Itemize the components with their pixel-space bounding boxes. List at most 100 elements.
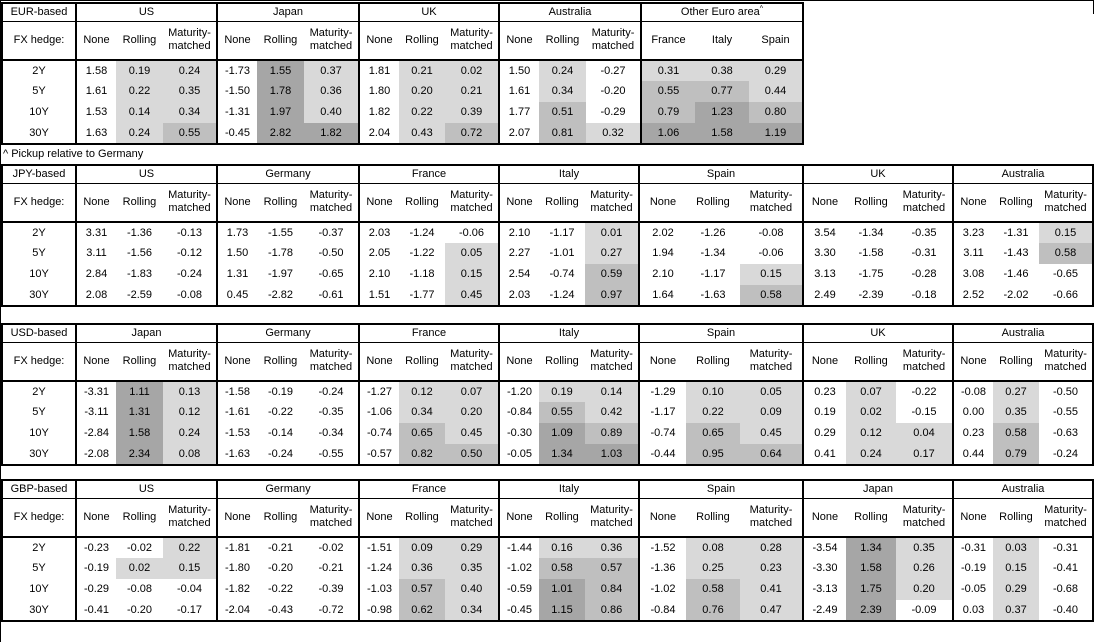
column-header: Rolling (539, 183, 585, 223)
column-header: None (216, 342, 257, 382)
value-cell: -1.78 (267, 247, 294, 259)
value-cell: -0.31 (952, 537, 993, 558)
tenor-label: 10Y (29, 427, 49, 439)
value-cell: -0.50 (1052, 385, 1079, 398)
value-cell: -0.14 (267, 427, 294, 439)
table-row: 10Y 1.53 0.14 0.34 -1.31 1.97 0.40 1.82 0.22 0.39… (2, 102, 803, 123)
value-cell: 0.97 (585, 285, 639, 306)
value-cell: -0.08 (126, 583, 153, 595)
column-header: None (802, 498, 846, 538)
group-header: Australia (952, 324, 1093, 343)
fx-hedge-label: FX hedge: (2, 183, 76, 223)
value-cell: -1.27 (358, 381, 399, 402)
value-cell: 0.82 (399, 444, 445, 465)
value-cell: 2.05 (358, 243, 399, 264)
column-header: None (498, 21, 539, 61)
value-cell: 2.10 (358, 264, 399, 285)
value-cell: 0.23 (802, 381, 846, 402)
value-cell: -0.43 (267, 603, 294, 616)
value-cell: 0.21 (399, 60, 445, 81)
value-cell: 0.40 (304, 102, 359, 123)
value-cell: 0.40 (445, 579, 499, 600)
value-cell: 0.08 (686, 537, 740, 558)
value-cell: 1.82 (358, 102, 399, 123)
tenor-label: 5Y (32, 247, 46, 259)
value-cell: 1.15 (539, 600, 585, 621)
value-cell: -1.18 (409, 268, 435, 280)
column-header: Maturity-matched (304, 183, 359, 223)
value-cell: -1.20 (498, 381, 539, 402)
tenor-label: 30Y (29, 603, 49, 616)
value-cell: -0.30 (498, 423, 539, 444)
table-row: 2Y 1.58 0.19 0.24 -1.73 1.55 0.37 1.81 0.21 0.02 1… (2, 60, 803, 81)
value-cell: 0.25 (686, 558, 740, 579)
tenor-label: 5Y (32, 85, 46, 97)
value-cell: 0.04 (896, 423, 953, 444)
value-cell: -0.41 (75, 600, 116, 621)
value-cell: 0.23 (740, 558, 803, 579)
column-header: None (75, 21, 116, 61)
value-cell: -0.84 (498, 402, 539, 423)
base-currency-label: GBP-based (2, 480, 76, 499)
value-cell: 0.47 (740, 600, 803, 621)
table-row: 5Y 1.61 0.22 0.35 -1.50 1.78 0.36 1.80 0.20 0.21 1… (2, 81, 803, 102)
column-header: Rolling (257, 342, 304, 382)
value-cell: 0.34 (163, 102, 217, 123)
value-cell: 0.15 (445, 264, 499, 285)
value-cell: 1.77 (498, 102, 539, 123)
value-cell: -0.57 (358, 444, 399, 465)
value-cell: -0.20 (126, 603, 153, 616)
value-cell: -0.65 (318, 268, 344, 280)
value-cell: 2.27 (498, 243, 539, 264)
value-cell: 0.20 (399, 81, 445, 102)
group-header: US (75, 480, 217, 499)
value-cell: -0.63 (1052, 427, 1079, 439)
value-cell: -0.40 (1052, 603, 1079, 616)
column-header: Maturity-matched (445, 21, 499, 61)
value-cell: -0.28 (911, 268, 937, 280)
value-cell: -0.21 (318, 562, 344, 574)
value-cell: 1.09 (539, 423, 585, 444)
value-cell: 1.03 (585, 444, 639, 465)
value-cell: 2.10 (498, 222, 539, 243)
group-header: UK (802, 165, 953, 184)
value-cell: 0.79 (993, 444, 1039, 465)
group-header: France (358, 324, 499, 343)
value-cell: 1.73 (216, 222, 257, 243)
value-cell: 0.59 (585, 264, 639, 285)
value-cell: -1.44 (498, 537, 539, 558)
value-cell: 0.24 (539, 60, 586, 81)
value-cell: -1.51 (358, 537, 399, 558)
value-cell: 0.27 (585, 243, 639, 264)
group-header: Spain (638, 480, 803, 499)
value-cell: 0.22 (163, 537, 217, 558)
column-header: Rolling (257, 498, 304, 538)
value-cell: -3.13 (802, 579, 846, 600)
value-cell: -2.39 (858, 288, 884, 301)
group-header: France (358, 165, 499, 184)
value-cell: 2.10 (638, 264, 686, 285)
value-cell: 0.31 (640, 60, 695, 81)
value-cell: -0.84 (638, 600, 686, 621)
column-header: Rolling (539, 342, 585, 382)
value-cell: 0.80 (749, 102, 803, 123)
value-cell: 0.35 (445, 558, 499, 579)
value-cell: 0.20 (445, 402, 499, 423)
value-cell: -1.75 (858, 268, 884, 280)
value-cell: 0.02 (116, 558, 163, 579)
column-header: None (638, 498, 686, 538)
value-cell: 1.58 (695, 123, 749, 144)
group-header: US (75, 165, 217, 184)
value-cell: -1.52 (638, 537, 686, 558)
value-cell: -0.06 (458, 226, 485, 239)
value-cell: -0.13 (176, 226, 203, 239)
value-cell: 1.61 (75, 81, 116, 102)
value-cell: -0.44 (638, 444, 686, 465)
value-cell: -1.01 (549, 247, 575, 259)
column-header: None (216, 21, 257, 61)
value-cell: -0.55 (318, 447, 344, 460)
value-cell: -0.98 (358, 600, 399, 621)
value-cell: 3.23 (952, 222, 993, 243)
value-cell: -0.19 (267, 385, 294, 398)
value-cell: 1.06 (640, 123, 695, 144)
